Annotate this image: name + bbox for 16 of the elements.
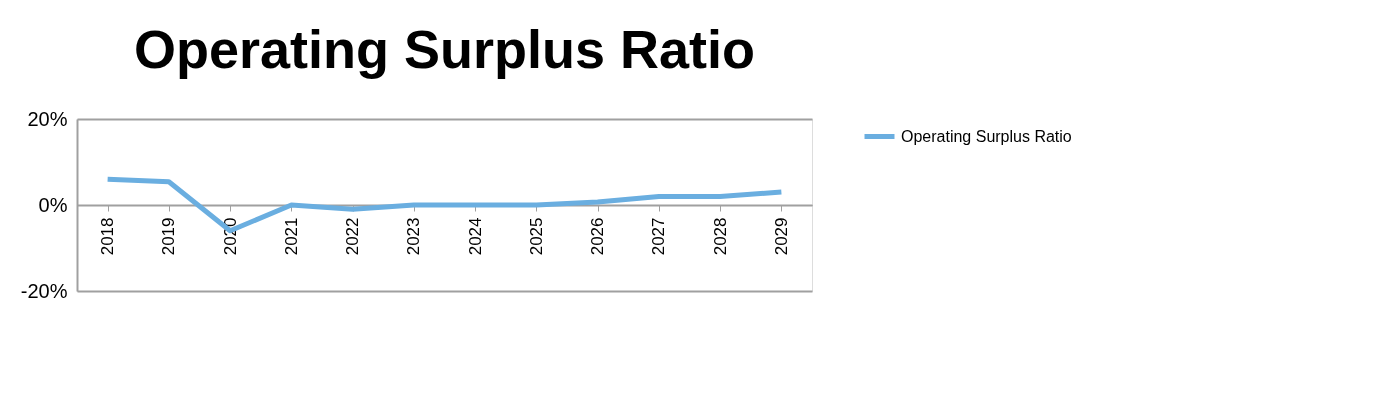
legend-label: Operating Surplus Ratio	[901, 127, 1072, 145]
x-tick-label: 2021	[281, 217, 301, 256]
y-tick-label: -20%	[20, 279, 68, 302]
x-tick-label: 2022	[343, 217, 363, 256]
x-tick-label: 2024	[465, 217, 485, 256]
y-tick-label: 0%	[38, 193, 68, 216]
chart-title: Operating Surplus Ratio	[133, 19, 756, 79]
x-tick-label: 2027	[649, 217, 669, 256]
x-tick-label: 2025	[526, 217, 546, 256]
x-tick-label: 2023	[404, 217, 424, 256]
x-tick-label: 2018	[98, 217, 118, 256]
x-tick-label: 2026	[588, 217, 608, 256]
x-tick-label: 2019	[159, 217, 179, 256]
y-tick-label: 20%	[27, 107, 68, 130]
x-tick-label: 2029	[771, 217, 791, 256]
x-tick-label: 2028	[710, 217, 730, 256]
